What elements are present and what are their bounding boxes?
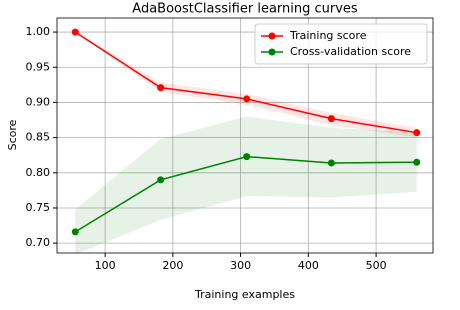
confidence-band xyxy=(75,116,417,255)
legend-marker xyxy=(268,32,276,40)
legend-label: Cross-validation score xyxy=(290,45,411,58)
x-tick-label: 500 xyxy=(366,259,387,272)
y-tick-label: 0.80 xyxy=(26,166,51,179)
y-tick-label: 0.70 xyxy=(26,236,51,249)
x-tick-label: 400 xyxy=(298,259,319,272)
y-tick-label: 1.00 xyxy=(26,25,51,38)
point xyxy=(71,228,79,236)
x-tick-label: 100 xyxy=(95,259,116,272)
x-tick-label: 200 xyxy=(162,259,183,272)
point xyxy=(243,95,251,103)
point xyxy=(327,159,335,167)
chart-title: AdaBoostClassifier learning curves xyxy=(132,2,358,17)
point xyxy=(243,153,251,161)
point xyxy=(327,115,335,123)
x-tick-label: 300 xyxy=(230,259,251,272)
point xyxy=(71,28,79,36)
point xyxy=(157,176,165,184)
point xyxy=(157,84,165,92)
legend-box xyxy=(254,23,428,65)
legend-marker xyxy=(268,48,276,56)
y-tick-label: 0.85 xyxy=(26,131,51,144)
y-tick-label: 0.95 xyxy=(26,60,51,73)
point xyxy=(413,158,421,166)
point xyxy=(413,129,421,137)
legend-label: Training score xyxy=(289,29,367,42)
plot-frame xyxy=(56,17,434,254)
x-axis-label: Training examples xyxy=(194,288,295,301)
y-axis-label: Score xyxy=(6,119,19,150)
y-tick-label: 0.90 xyxy=(26,95,51,108)
y-tick-label: 0.75 xyxy=(26,201,51,214)
